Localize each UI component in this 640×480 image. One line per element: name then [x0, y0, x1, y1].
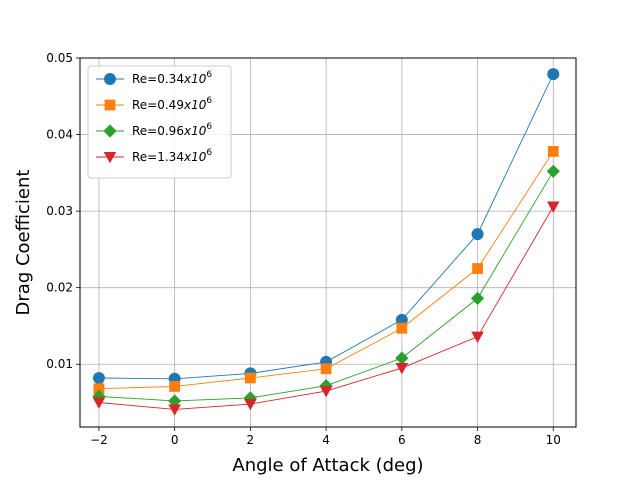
legend-label: Re=0.34x106	[132, 70, 212, 86]
series-4	[92, 201, 560, 416]
x-tick-label: 0	[171, 433, 179, 447]
legend-marker	[103, 151, 117, 164]
x-tick-label: 4	[322, 433, 330, 447]
y-tick-label: 0.03	[46, 204, 73, 218]
data-point	[395, 313, 408, 326]
legend-label-base: Re=0.96	[132, 124, 184, 138]
legend-label-multiplier: x10	[183, 72, 207, 86]
legend-label-exponent: 6	[206, 70, 212, 80]
data-point	[546, 201, 560, 213]
legend-label-base: Re=1.34	[132, 150, 184, 164]
x-tick-label: −2	[90, 433, 108, 447]
y-tick-label: 0.02	[46, 281, 73, 295]
legend: Re=0.34x106Re=0.49x106Re=0.96x106Re=1.34…	[87, 65, 232, 179]
data-point	[319, 385, 333, 398]
data-point	[546, 164, 560, 178]
grid	[80, 57, 576, 427]
y-tick-label: 0.05	[46, 51, 73, 65]
x-tick-label: 6	[398, 433, 406, 447]
series-1	[92, 68, 560, 385]
data-point	[395, 351, 409, 365]
data-point	[92, 397, 106, 409]
data-point	[243, 391, 257, 405]
legend-entry: Re=0.49x106	[96, 96, 212, 112]
legend-label-multiplier: x10	[183, 150, 207, 164]
x-axis-label: Angle of Attack (deg)	[232, 455, 423, 476]
y-tick-label: 0.04	[46, 128, 73, 142]
data-point	[244, 398, 257, 411]
legend-entry: Re=0.34x106	[96, 70, 212, 86]
legend-entry: Re=0.96x106	[96, 122, 212, 138]
legend-label: Re=1.34x106	[132, 148, 212, 164]
data-point	[470, 291, 485, 305]
legend-label: Re=0.96x106	[132, 122, 212, 138]
data-point	[471, 331, 484, 343]
data-point	[92, 389, 106, 403]
y-tick-label: 0.01	[46, 357, 73, 371]
data-point	[396, 322, 408, 334]
legend-entry: Re=1.34x106	[96, 148, 212, 164]
data-point	[472, 263, 483, 274]
legend-label-multiplier: x10	[183, 98, 207, 112]
legend-marker	[103, 124, 117, 138]
data-point	[92, 372, 105, 385]
legend-marker	[104, 99, 116, 111]
ticks: −2 0 2 4 6 8 10 0.01 0.02 0.03 0.04 0.05	[46, 51, 561, 447]
y-axis-label: Drag Coefficient	[13, 170, 34, 316]
legend-label-exponent: 6	[206, 148, 212, 158]
legend-label: Re=0.49x106	[132, 96, 212, 112]
legend-label-multiplier: x10	[183, 124, 207, 138]
data-point	[169, 381, 181, 392]
legend-label-exponent: 6	[206, 122, 212, 132]
data-point	[395, 363, 409, 375]
x-tick-label: 2	[247, 433, 255, 447]
series-2	[93, 145, 559, 395]
data-point	[547, 68, 560, 81]
data-point	[320, 363, 332, 375]
series-3	[92, 164, 560, 408]
legend-label-base: Re=0.49	[132, 98, 184, 112]
data-point	[471, 228, 484, 241]
x-tick-label: 10	[546, 433, 561, 447]
data-point	[168, 404, 181, 416]
data-point	[547, 145, 559, 157]
x-tick-label: 8	[474, 433, 482, 447]
legend-box	[87, 65, 232, 179]
data-point	[93, 383, 105, 395]
legend-label-base: Re=0.34	[132, 72, 184, 86]
series-group	[92, 68, 560, 416]
legend-marker	[104, 73, 116, 85]
legend-label-exponent: 6	[206, 96, 212, 106]
plot-frame	[79, 57, 577, 428]
data-point	[168, 394, 182, 408]
data-point	[244, 372, 256, 384]
